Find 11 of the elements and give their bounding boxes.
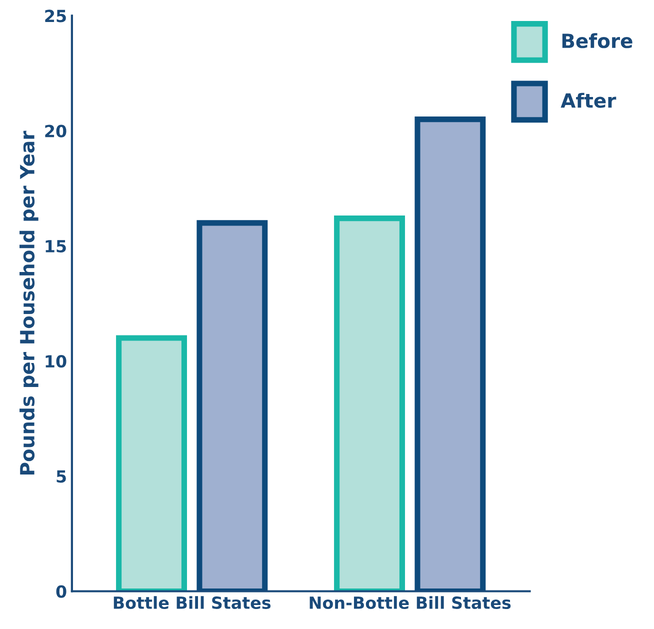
- legend-label: After: [560, 92, 616, 108]
- y-tick-label: 10: [46, 355, 66, 368]
- y-tick-label: 5: [56, 470, 66, 483]
- y-axis-title: Pounds per Household per Year: [20, 130, 38, 474]
- x-tick-label: Bottle Bill States: [114, 596, 271, 610]
- legend-label: Before: [562, 33, 632, 48]
- y-tick-label: 0: [56, 585, 66, 598]
- y-tick-label: 15: [46, 240, 66, 253]
- y-tick-label: 25: [45, 10, 66, 22]
- y-tick-label: 20: [45, 124, 66, 138]
- x-tick-label: Non-Bottle Bill States: [310, 596, 511, 610]
